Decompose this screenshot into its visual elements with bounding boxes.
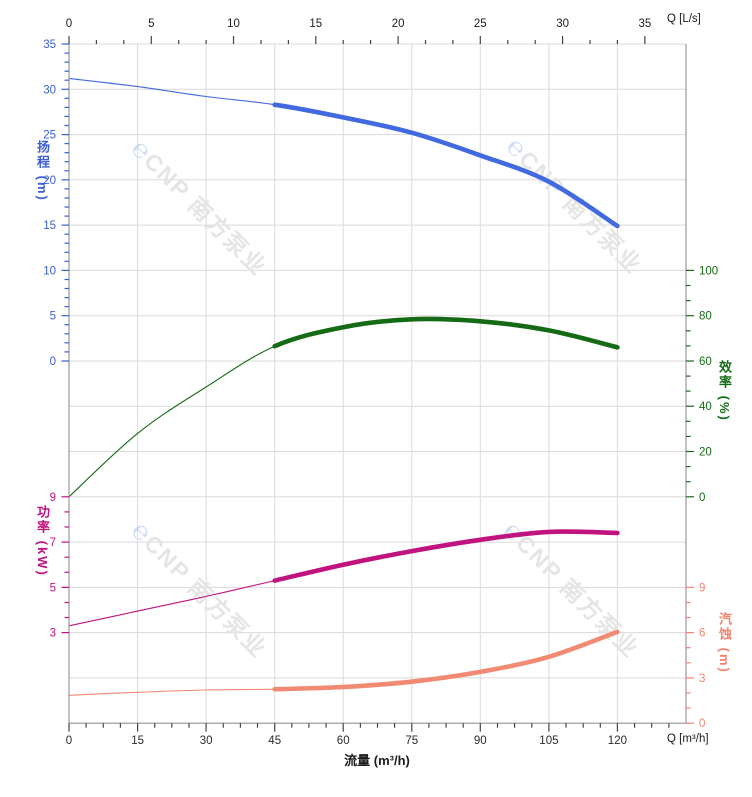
npsh-tick-label: 0 xyxy=(699,718,705,730)
head-axis-title: 扬程 (m) xyxy=(35,140,50,202)
bottom-tick-label: 15 xyxy=(131,735,144,747)
power-axis-ticks xyxy=(61,496,69,634)
npsh-axis-ticks xyxy=(686,586,694,724)
head-tick-label: 15 xyxy=(43,220,56,232)
top-tick-label: 5 xyxy=(148,18,154,30)
bottom-tick-label: 105 xyxy=(539,735,558,747)
watermark-brand: ℮CNP 南方泵业 xyxy=(501,131,650,280)
watermark-brand: ℮CNP 南方泵业 xyxy=(498,515,647,664)
bottom-axis-unit-label: Q [m³/h] xyxy=(667,733,709,745)
bottom-tick-label: 60 xyxy=(337,735,350,747)
bottom-tick-label: 45 xyxy=(268,735,281,747)
top-tick-label: 10 xyxy=(227,18,240,30)
npsh-axis-title: 汽蚀 (m) xyxy=(717,612,732,674)
top-tick-label: 35 xyxy=(639,18,652,30)
watermark: ℮CNP 南方泵业 xyxy=(498,515,647,664)
bottom-tick-label: 30 xyxy=(200,735,213,747)
efficiency-axis-title: 效率 (%) xyxy=(717,360,732,422)
head-tick-label: 25 xyxy=(43,130,56,142)
watermark-brand: ℮CNP 南方泵业 xyxy=(126,133,275,282)
npsh-curve-duty xyxy=(272,629,620,692)
efficiency-tick-label: 40 xyxy=(699,401,712,413)
top-tick-label: 20 xyxy=(392,18,405,30)
gridlines xyxy=(68,43,687,724)
top-tick-label: 30 xyxy=(556,18,569,30)
bottom-tick-label: 0 xyxy=(66,735,72,747)
top-axis-unit-label: Q [L/s] xyxy=(667,13,701,25)
watermark-brand: ℮CNP 南方泵业 xyxy=(126,515,275,664)
npsh-tick-label: 9 xyxy=(699,582,705,594)
bottom-tick-label: 90 xyxy=(474,735,487,747)
bottom-tick-label: 75 xyxy=(405,735,418,747)
watermark: ℮CNP 南方泵业 xyxy=(126,133,275,282)
npsh-tick-label: 3 xyxy=(699,673,705,685)
efficiency-tick-label: 0 xyxy=(699,492,705,504)
flow-axis-title: 流量 (m³/h) xyxy=(344,753,410,768)
head-axis-ticks xyxy=(61,43,69,362)
top-axis-ticks xyxy=(68,36,646,44)
efficiency-tick-label: 60 xyxy=(699,356,712,368)
npsh-tick-label: 6 xyxy=(699,628,705,640)
top-tick-label: 25 xyxy=(474,18,487,30)
power-tick-label: 3 xyxy=(50,628,56,640)
head-curve-duty xyxy=(272,102,620,229)
power-tick-label: 9 xyxy=(50,492,56,504)
efficiency-axis-ticks xyxy=(686,269,694,498)
bottom-tick-label: 120 xyxy=(608,735,627,747)
head-tick-label: 10 xyxy=(43,265,56,277)
power-tick-label: 5 xyxy=(50,582,56,594)
efficiency-tick-label: 20 xyxy=(699,447,712,459)
efficiency-tick-label: 80 xyxy=(699,311,712,323)
top-tick-label: 15 xyxy=(309,18,322,30)
watermark: ℮CNP 南方泵业 xyxy=(126,515,275,664)
top-tick-label: 0 xyxy=(66,18,72,30)
watermark: ℮CNP 南方泵业 xyxy=(501,131,650,280)
power-curve-duty xyxy=(272,529,620,583)
head-tick-label: 20 xyxy=(43,175,56,187)
head-tick-label: 0 xyxy=(50,356,56,368)
bottom-axis-ticks xyxy=(68,723,670,732)
power-axis-title: 功率 (kW) xyxy=(35,505,50,577)
efficiency-curve-duty xyxy=(272,316,620,350)
head-tick-label: 5 xyxy=(50,311,56,323)
power-tick-label: 7 xyxy=(50,537,56,549)
head-tick-label: 30 xyxy=(43,84,56,96)
head-tick-label: 35 xyxy=(43,39,56,51)
efficiency-tick-label: 100 xyxy=(699,265,718,277)
